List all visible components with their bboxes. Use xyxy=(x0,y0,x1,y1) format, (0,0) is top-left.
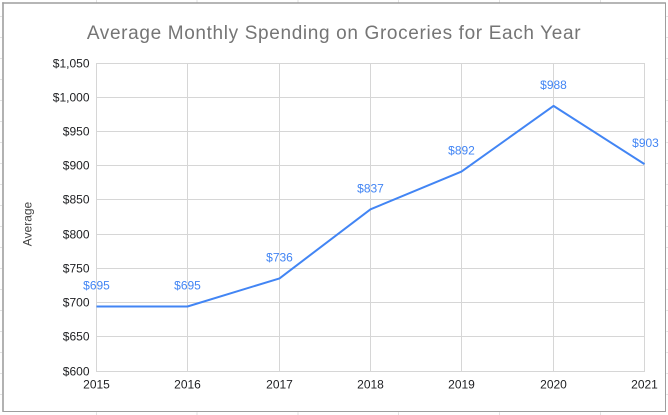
svg-text:2017: 2017 xyxy=(266,378,293,392)
svg-text:$892: $892 xyxy=(448,144,475,158)
svg-text:2020: 2020 xyxy=(540,378,567,392)
svg-text:$695: $695 xyxy=(174,279,201,293)
svg-text:2019: 2019 xyxy=(448,378,475,392)
svg-text:$1,000: $1,000 xyxy=(53,91,90,105)
svg-text:$837: $837 xyxy=(357,181,384,195)
svg-text:$650: $650 xyxy=(63,330,90,344)
svg-text:$695: $695 xyxy=(83,279,110,293)
svg-text:2021: 2021 xyxy=(631,378,658,392)
svg-text:$988: $988 xyxy=(540,78,567,92)
svg-text:$903: $903 xyxy=(632,136,659,150)
svg-text:$950: $950 xyxy=(63,125,90,139)
svg-text:$700: $700 xyxy=(63,296,90,310)
svg-text:2015: 2015 xyxy=(83,378,110,392)
svg-text:$850: $850 xyxy=(63,193,90,207)
svg-text:$600: $600 xyxy=(63,365,90,379)
svg-text:Average Monthly Spending on Gr: Average Monthly Spending on Groceries fo… xyxy=(87,23,581,44)
svg-text:Average: Average xyxy=(21,201,35,246)
svg-text:$900: $900 xyxy=(63,159,90,173)
svg-text:2016: 2016 xyxy=(174,378,201,392)
svg-text:$736: $736 xyxy=(266,250,293,264)
svg-text:2018: 2018 xyxy=(357,378,384,392)
svg-text:$800: $800 xyxy=(63,228,90,242)
svg-text:$750: $750 xyxy=(63,262,90,276)
svg-text:$1,050: $1,050 xyxy=(53,57,90,71)
